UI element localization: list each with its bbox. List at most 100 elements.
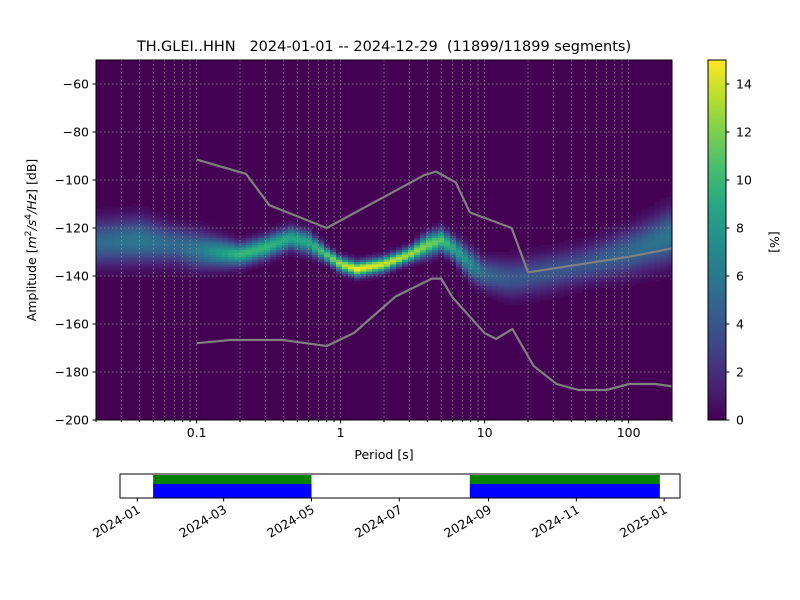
heatmap-cell [504,283,511,286]
heatmap-cell [606,228,613,231]
heatmap-cell [126,261,133,265]
heatmap-cell [510,271,517,274]
heatmap-cell [498,254,505,258]
heatmap-cell [528,288,535,291]
heatmap-cell [558,268,565,272]
heatmap-cell [432,249,439,253]
heatmap-cell [588,283,595,286]
colorbar-tick-label: 6 [736,269,744,284]
heatmap-cell [624,220,631,224]
heatmap-cell [174,230,181,234]
heatmap-cell [588,237,595,241]
heatmap-cell [588,259,595,262]
heatmap-cell [216,254,223,258]
heatmap-cell [522,285,529,289]
heatmap-cell [660,201,667,205]
heatmap-cell [228,271,235,274]
heatmap-cell [378,273,385,277]
heatmap-cell [594,254,601,258]
heatmap-cell [372,252,379,255]
heatmap-cell [642,218,649,222]
heatmap-cell [462,240,469,243]
heatmap-cell [498,261,505,265]
heatmap-cell [132,206,139,210]
heatmap-cell [144,237,151,241]
heatmap-cell [438,230,445,234]
x-tick-label: 0.1 [187,425,207,440]
heatmap-cell [576,237,583,241]
heatmap-cell [246,249,253,253]
heatmap-cell [198,228,205,231]
heatmap-cell [132,268,139,272]
heatmap-cell [258,232,265,236]
heatmap-cell [654,259,661,262]
heatmap-cell [186,256,193,260]
heatmap-cell [156,249,163,253]
heatmap-cell [234,244,241,248]
heatmap-cell [360,268,367,272]
y-axis-ticks: −200−180−160−140−120−100−80−60 [55,77,96,428]
heatmap-cell [606,266,613,270]
heatmap-cell [246,261,253,265]
heatmap-cell [126,242,133,246]
heatmap-cell [630,237,637,241]
heatmap-cell [378,254,385,258]
heatmap-cell [666,201,672,205]
heatmap-cell [648,244,655,248]
heatmap-cell [540,249,547,253]
heatmap-cell [276,242,283,246]
heatmap-cell [126,216,133,219]
heatmap-cell [312,247,319,250]
heatmap-cell [612,235,619,238]
heatmap-cell [270,242,277,246]
heatmap-cell [498,276,505,279]
heatmap-cell [480,264,487,267]
heatmap-cell [630,268,637,272]
heatmap-cell [126,268,133,272]
heatmap-cell [126,244,133,248]
heatmap-cell [120,268,127,272]
heatmap-cell [468,278,475,282]
heatmap-cell [444,228,451,231]
heatmap-cell [258,249,265,253]
heatmap-cell [138,218,145,222]
heatmap-cell [132,213,139,217]
heatmap-cell [300,256,307,260]
heatmap-cell [222,244,229,248]
heatmap-cell [390,259,397,262]
y-tick-label: −60 [63,77,89,92]
heatmap-cell [618,235,625,238]
heatmap-cell [660,223,667,226]
heatmap-cell [126,256,133,260]
heatmap-cell [240,247,247,250]
heatmap-cell [390,254,397,258]
heatmap-cell [582,237,589,241]
heatmap-cell [600,228,607,231]
heatmap-cell [114,252,121,255]
heatmap-cell [468,285,475,289]
heatmap-cell [342,254,349,258]
heatmap-cell [210,232,217,236]
heatmap-cell [306,235,313,238]
heatmap-cell [642,216,649,219]
heatmap-cell [600,271,607,274]
heatmap-cell [102,218,109,222]
heatmap-cell [462,254,469,258]
heatmap-cell [174,259,181,262]
heatmap-cell [204,237,211,241]
heatmap-cell [138,244,145,248]
heatmap-cell [558,285,565,289]
heatmap-cell [618,242,625,246]
heatmap-cell [258,256,265,260]
heatmap-cell [282,252,289,255]
heatmap-cell [660,266,667,270]
heatmap-cell [432,230,439,234]
heatmap-cell [612,244,619,248]
heatmap-cell [198,259,205,262]
heatmap-cell [462,261,469,265]
heatmap-cell [456,235,463,238]
heatmap-cell [198,220,205,224]
heatmap-cell [618,264,625,267]
heatmap-cell [282,256,289,260]
heatmap-cell [234,266,241,270]
